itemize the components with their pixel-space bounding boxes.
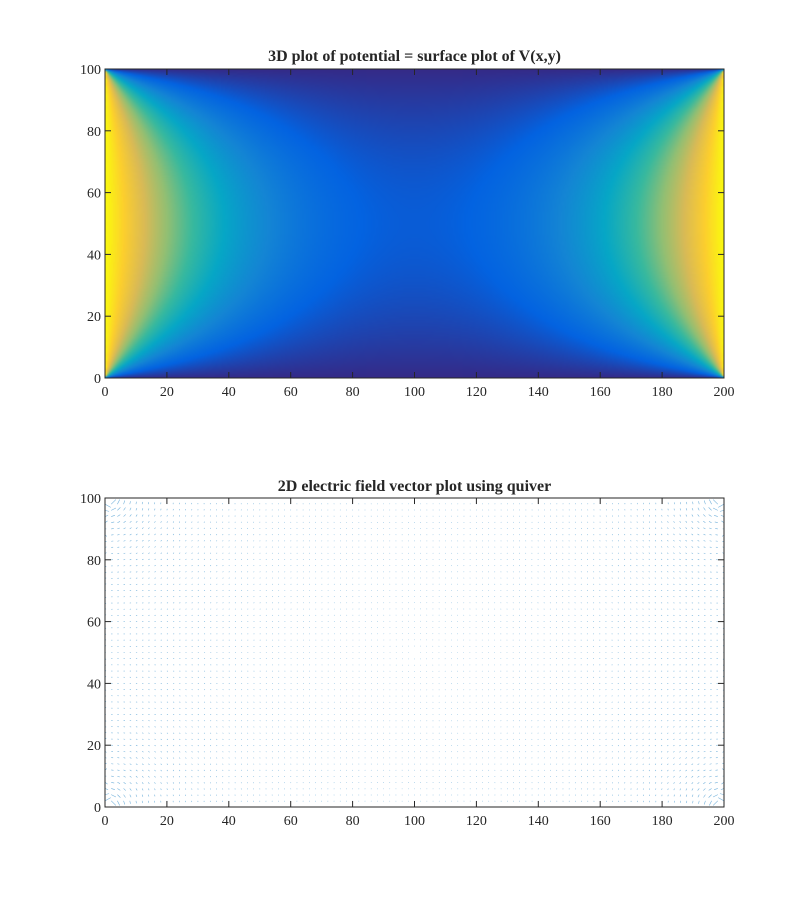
field-x-tick-label: 200 [714, 814, 735, 829]
potential-x-tick-label: 80 [346, 385, 360, 400]
potential-surface [105, 69, 724, 378]
field-x-tick-label: 100 [404, 814, 425, 829]
potential-y-tick-label: 40 [87, 248, 101, 263]
potential-x-tick-label: 20 [160, 385, 174, 400]
potential-x-tick-label: 0 [102, 385, 109, 400]
field-subplot: 2D electric field vector plot using quiv… [80, 478, 735, 829]
field-x-tick-label: 0 [102, 814, 109, 829]
field-x-tick-label: 20 [160, 814, 174, 829]
potential-axis-ticks: 0 20 40 60 80 100 120 140 160 180 200 0 20 40 60 80 100 [80, 63, 735, 400]
field-x-tick-label: 40 [222, 814, 236, 829]
potential-x-tick-label: 100 [404, 385, 425, 400]
field-y-tick-label: 0 [94, 801, 101, 816]
field-y-tick-label: 100 [80, 492, 101, 507]
potential-x-tick-label: 160 [590, 385, 611, 400]
potential-x-tick-label: 140 [528, 385, 549, 400]
field-x-tick-label: 140 [528, 814, 549, 829]
potential-x-tick-label: 60 [284, 385, 298, 400]
potential-y-tick-label: 60 [87, 187, 101, 202]
field-vector-arrows [105, 498, 724, 807]
field-plot-title: 2D electric field vector plot using quiv… [278, 478, 551, 495]
potential-x-tick-label: 180 [652, 385, 673, 400]
field-y-tick-label: 20 [87, 739, 101, 754]
potential-plot-title: 3D plot of potential = surface plot of V… [268, 48, 561, 65]
field-x-tick-label: 80 [346, 814, 360, 829]
field-vectors [105, 498, 724, 807]
field-y-tick-label: 60 [87, 616, 101, 631]
field-x-tick-label: 180 [652, 814, 673, 829]
potential-x-tick-label: 40 [222, 385, 236, 400]
potential-subplot: 3D plot of potential = surface plot of V… [80, 48, 735, 400]
field-x-tick-label: 60 [284, 814, 298, 829]
potential-y-tick-label: 100 [80, 63, 101, 78]
potential-x-tick-label: 120 [466, 385, 487, 400]
potential-y-tick-label: 80 [87, 125, 101, 140]
field-y-tick-label: 80 [87, 554, 101, 569]
potential-y-tick-label: 0 [94, 372, 101, 387]
potential-y-tick-label: 20 [87, 310, 101, 325]
field-y-tick-label: 40 [87, 677, 101, 692]
field-x-tick-label: 120 [466, 814, 487, 829]
potential-x-tick-label: 200 [714, 385, 735, 400]
field-axis-ticks: 0 20 40 60 80 100 120 140 160 180 200 0 20 40 60 80 100 [80, 492, 735, 829]
field-x-tick-label: 160 [590, 814, 611, 829]
